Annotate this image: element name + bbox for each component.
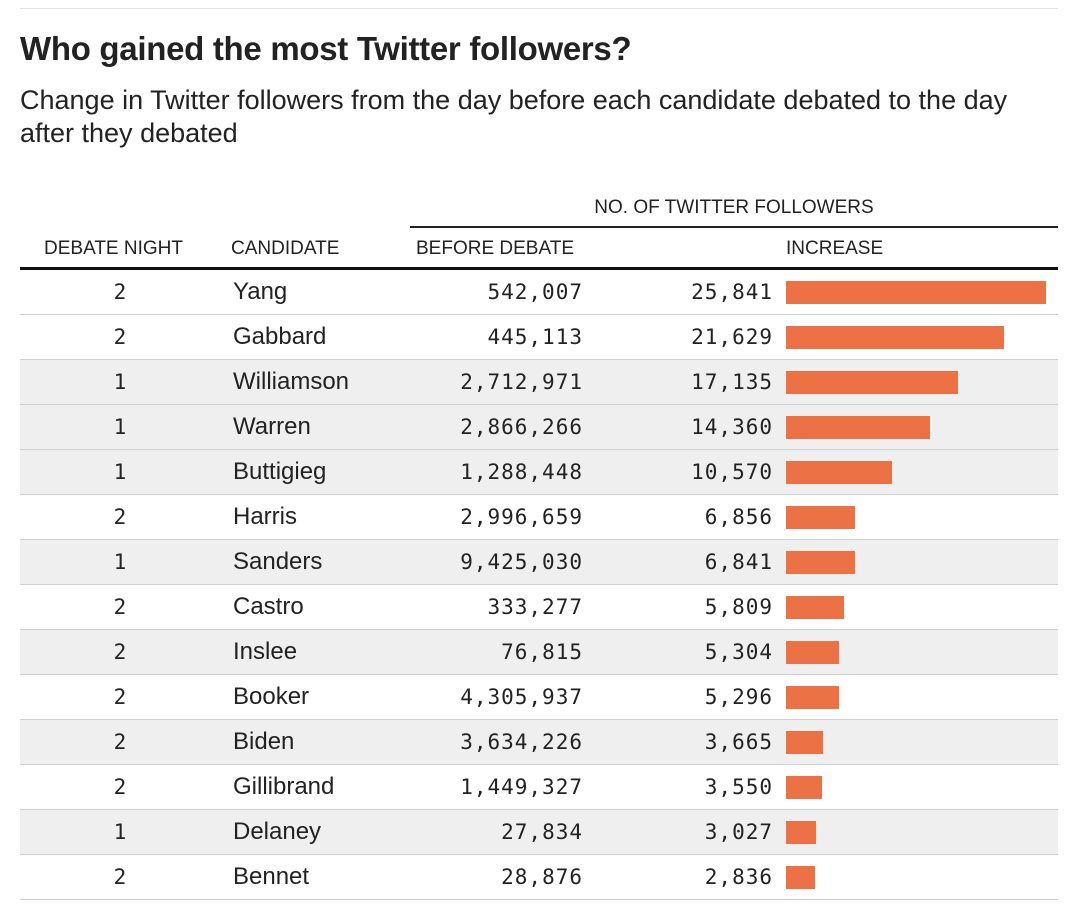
increase-value-label: 3,027 [704,820,773,844]
candidate-name: Buttigieg [233,458,327,485]
increase-value-label: 17,135 [691,370,773,394]
table-row: 2 Yang 542,007 25,841 [20,270,1058,315]
candidate-name: Warren [233,413,311,440]
increase-bar [786,731,823,754]
debate-night-cell: 2 [113,595,127,619]
debate-night-cell: 2 [113,865,127,889]
increase-bar [786,281,1046,304]
followers-before-value: 333,277 [487,595,583,619]
candidate-name: Yang [233,278,288,305]
increase-bar [786,776,822,799]
increase-bar [786,506,855,529]
table-row: 2 Harris 2,996,659 6,856 [20,495,1058,540]
candidate-name: Delaney [233,818,322,845]
debate-night-cell: 1 [113,415,127,439]
top-divider [20,8,1058,9]
debate-night-cell: 2 [113,730,127,754]
increase-bar [786,551,855,574]
followers-before-value: 4,305,937 [460,685,583,709]
increase-bar [786,326,1004,349]
increase-value-label: 5,296 [704,685,773,709]
table-row: 1 Williamson 2,712,971 17,135 [20,360,1058,405]
group-header-rule [410,226,1058,228]
table-row: 2 Gabbard 445,113 21,629 [20,315,1058,360]
increase-value-label: 3,550 [704,775,773,799]
header-rule [20,267,1058,270]
table-body: 2 Yang 542,007 25,841 2 Gabbard 445,113 21,629 1… [20,270,1058,900]
candidate-name: Bennet [233,863,310,890]
debate-night-header: DEBATE NIGHT [44,238,183,259]
debate-night-cell: 2 [113,325,127,349]
increase-value-label: 3,665 [704,730,773,754]
increase-value-label: 14,360 [691,415,773,439]
followers-before-value: 3,634,226 [460,730,583,754]
followers-before-value: 9,425,030 [460,550,583,574]
followers-before-value: 2,866,266 [460,415,583,439]
table-row: 2 Inslee 76,815 5,304 [20,630,1058,675]
increase-value-label: 21,629 [691,325,773,349]
increase-value-label: 6,841 [704,550,773,574]
increase-value-label: 10,570 [691,460,773,484]
table-row: 1 Warren 2,866,266 14,360 [20,405,1058,450]
debate-night-cell: 1 [113,460,127,484]
debate-night-cell: 2 [113,640,127,664]
candidate-name: Inslee [233,638,298,665]
increase-header: INCREASE [786,238,884,259]
followers-before-value: 27,834 [501,820,583,844]
chart-subtitle: Change in Twitter followers from the day… [20,85,1008,148]
followers-before-value: 445,113 [487,325,583,349]
increase-value-label: 6,856 [704,505,773,529]
increase-bar [786,371,958,394]
table-row: 1 Buttigieg 1,288,448 10,570 [20,450,1058,495]
increase-bar [786,641,839,664]
increase-value-label: 2,836 [704,865,773,889]
followers-before-value: 76,815 [501,640,583,664]
increase-bar [786,461,892,484]
increase-value-label: 5,304 [704,640,773,664]
followers-before-value: 542,007 [487,280,583,304]
debate-night-cell: 2 [113,505,127,529]
increase-bar [786,686,839,709]
chart-title: Who gained the most Twitter followers? [20,30,632,67]
candidate-name: Booker [233,683,310,710]
candidate-name: Biden [233,728,295,755]
table-row: 2 Castro 333,277 5,809 [20,585,1058,630]
followers-before-value: 1,288,448 [460,460,583,484]
candidate-name: Gillibrand [233,773,335,800]
debate-night-cell: 2 [113,685,127,709]
followers-before-value: 1,449,327 [460,775,583,799]
before-debate-header: BEFORE DEBATE [416,238,575,259]
candidate-name: Sanders [233,548,323,575]
debate-night-cell: 2 [113,280,127,304]
increase-bar [786,596,844,619]
followers-before-value: 2,712,971 [460,370,583,394]
followers-before-value: 28,876 [501,865,583,889]
candidate-header: CANDIDATE [231,238,340,259]
table-row: 2 Biden 3,634,226 3,665 [20,720,1058,765]
increase-value-label: 25,841 [691,280,773,304]
debate-night-cell: 1 [113,550,127,574]
candidate-name: Harris [233,503,297,530]
table-row: 2 Bennet 28,876 2,836 [20,855,1058,900]
followers-before-value: 2,996,659 [460,505,583,529]
debate-night-cell: 2 [113,775,127,799]
debate-night-cell: 1 [113,820,127,844]
followers-group-header: NO. OF TWITTER FOLLOWERS [594,197,874,218]
candidate-name: Gabbard [233,323,327,350]
increase-bar [786,416,930,439]
table-row: 2 Booker 4,305,937 5,296 [20,675,1058,720]
increase-bar [786,821,816,844]
increase-bar [786,866,815,889]
table-row: 1 Delaney 27,834 3,027 [20,810,1058,855]
candidate-name: Williamson [233,368,350,395]
debate-night-cell: 1 [113,370,127,394]
increase-value-label: 5,809 [704,595,773,619]
table-row: 1 Sanders 9,425,030 6,841 [20,540,1058,585]
table-row: 2 Gillibrand 1,449,327 3,550 [20,765,1058,810]
candidate-name: Castro [233,593,304,620]
